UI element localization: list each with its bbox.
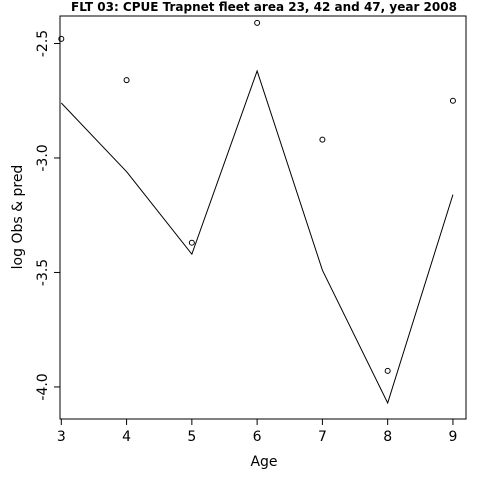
x-axis-label: Age (250, 454, 277, 470)
x-tick-label: 3 (57, 429, 66, 445)
observed-point (123, 77, 130, 84)
x-tick-label: 4 (122, 429, 131, 445)
x-tick-label: 5 (187, 429, 196, 445)
x-tick-label: 9 (448, 429, 457, 445)
x-axis: 3 4 5 6 7 8 9 (57, 419, 457, 445)
y-tick-label: -2.5 (35, 30, 51, 57)
predicted-line (60, 69, 454, 405)
observed-point (449, 97, 456, 104)
y-axis-label: log Obs & pred (10, 165, 26, 270)
y-tick-label: -3.0 (35, 144, 51, 171)
observed-point (319, 136, 326, 143)
chart-title: FLT 03: CPUE Trapnet fleet area 23, 42 a… (71, 0, 457, 14)
observed-point (254, 19, 261, 26)
observed-point (58, 35, 65, 42)
x-tick-label: 7 (318, 429, 327, 445)
observed-point (384, 367, 391, 374)
observed-point (188, 239, 195, 246)
x-tick-label: 8 (383, 429, 392, 445)
plot-area-frame (59, 15, 467, 420)
y-axis: -2.5 -3.0 -3.5 -4.0 (35, 30, 60, 401)
x-tick-label: 6 (253, 429, 262, 445)
y-tick-label: -3.5 (35, 259, 51, 286)
series-layer (58, 19, 456, 405)
y-tick-label: -4.0 (35, 373, 51, 400)
